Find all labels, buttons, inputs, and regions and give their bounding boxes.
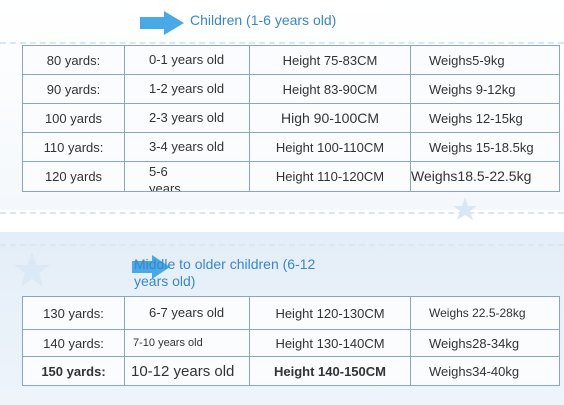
table-row: 100 yards 2-3 years old High 90-100CM We…: [22, 103, 560, 133]
age-cell: 0-1 years old: [124, 45, 250, 75]
table-row: 140 yards: 7-10 years old Height 130-140…: [22, 329, 560, 357]
height-cell: Height 140-150CM: [249, 356, 411, 386]
size-cell: 120 yards: [22, 161, 125, 192]
size-table-children: 80 yards: 0-1 years old Height 75-83CM W…: [22, 45, 560, 192]
star-decoration-icon: [14, 252, 50, 287]
age-cell: 1-2 years old: [124, 74, 250, 104]
weight-cell: Weighs34-40kg: [410, 356, 560, 386]
weight-cell: Weighs18.5-22.5kg: [410, 161, 560, 192]
star-decoration-icon: [453, 197, 477, 220]
section-divider: [0, 42, 564, 44]
age-cell: 5-6 years old: [124, 161, 250, 192]
weight-cell: Weighs5-9kg: [410, 45, 560, 75]
size-cell: 80 yards:: [22, 45, 125, 75]
size-table-older-children: 130 yards: 6-7 years old Height 120-130C…: [22, 296, 560, 386]
table-row: 130 yards: 6-7 years old Height 120-130C…: [22, 296, 560, 330]
table-row: 150 yards: 10-12 years old Height 140-15…: [22, 356, 560, 386]
height-cell: Height 83-90CM: [249, 74, 411, 104]
table-row: 120 yards 5-6 years old Height 110-120CM…: [22, 161, 560, 192]
age-cell: 2-3 years old: [124, 103, 250, 133]
table-row: 90 yards: 1-2 years old Height 83-90CM W…: [22, 74, 560, 104]
age-cell: 7-10 years old: [124, 329, 250, 357]
size-cell: 130 yards:: [22, 296, 125, 330]
height-cell: Height 130-140CM: [249, 329, 411, 357]
weight-cell: Weighs 9-12kg: [410, 74, 560, 104]
age-cell: 6-7 years old: [124, 296, 250, 330]
weight-cell: Weighs 12-15kg: [410, 103, 560, 133]
arrow-right-icon: [132, 255, 170, 279]
height-cell: Height 75-83CM: [249, 45, 411, 75]
section-divider: [0, 244, 564, 246]
size-cell: 100 yards: [22, 103, 125, 133]
weight-cell: Weighs 15-18.5kg: [410, 132, 560, 162]
size-cell: 110 yards:: [22, 132, 125, 162]
arrow-right-icon: [140, 11, 184, 35]
section-divider: [0, 212, 564, 214]
size-cell: 150 yards:: [22, 356, 125, 386]
weight-cell: Weighs28-34kg: [410, 329, 560, 357]
table-row: 110 yards: 3-4 years old Height 100-110C…: [22, 132, 560, 162]
age-cell: 10-12 years old: [124, 356, 250, 386]
size-cell: 140 yards:: [22, 329, 125, 357]
section-title-older-children: Middle to older children (6-12 years old…: [134, 256, 316, 289]
size-cell: 90 yards:: [22, 74, 125, 104]
age-cell: 3-4 years old: [124, 132, 250, 162]
height-cell: Height 100-110CM: [249, 132, 411, 162]
height-cell: High 90-100CM: [249, 103, 411, 133]
weight-cell: Weighs 22.5-28kg: [410, 296, 560, 330]
section-title-children: Children (1-6 years old): [190, 12, 337, 28]
table-row: 80 yards: 0-1 years old Height 75-83CM W…: [22, 45, 560, 75]
height-cell: Height 120-130CM: [249, 296, 411, 330]
age-text: 5-6 years old: [149, 164, 181, 192]
height-cell: Height 110-120CM: [249, 161, 411, 192]
